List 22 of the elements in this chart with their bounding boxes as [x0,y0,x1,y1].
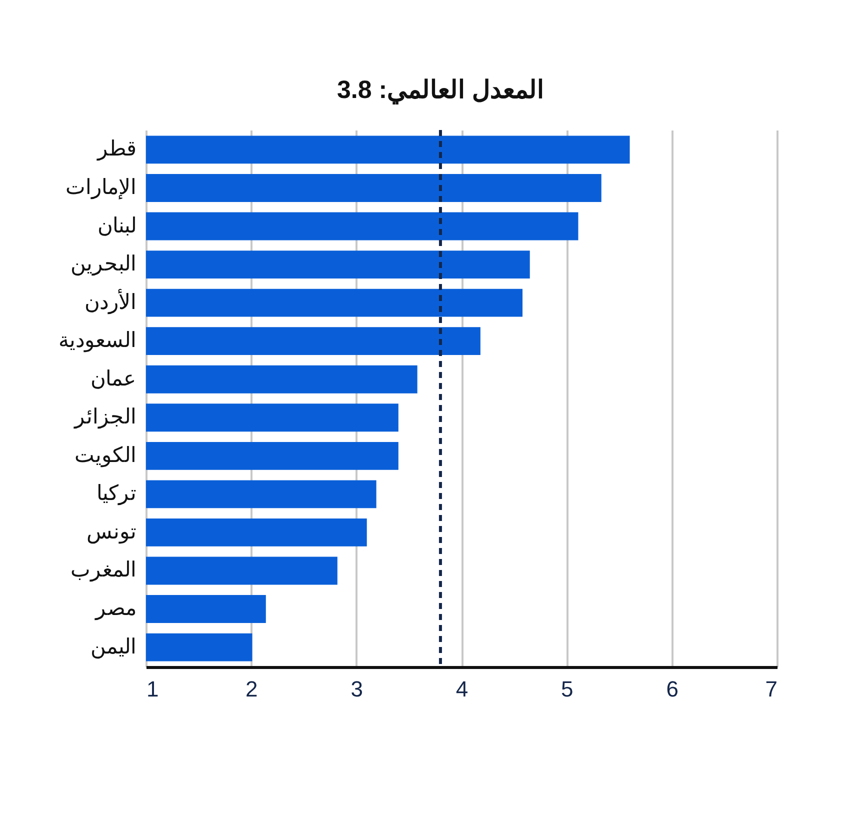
y-tick-label: السعودية [58,329,136,354]
y-tick-label: الجزائر [74,406,136,430]
x-tick-label: 3 [350,676,363,702]
y-tick-label: تركيا [96,482,136,506]
y-tick-label: مصر [94,597,136,622]
y-tick-label: تونس [86,520,136,544]
y-tick-label: الأردن [84,288,136,315]
x-tick-label: 4 [456,676,468,702]
y-tick-label: قطر [96,138,136,162]
y-tick-label: لبنان [98,214,136,238]
y-tick-label: اليمن [90,635,136,660]
y-tick-label: البحرين [70,252,136,277]
x-tick-label: 2 [246,676,258,702]
y-tick-label: عمان [90,367,136,390]
y-tick-label: الكويت [74,444,136,468]
ref-line-label: المعدل العالمي: 3.8 [336,76,544,105]
x-tick-label: 5 [561,676,574,702]
x-tick-label: 6 [666,676,678,702]
x-tick-label: 7 [765,676,778,702]
y-tick-label: الإمارات [66,176,136,200]
y-tick-label: المغرب [70,558,136,583]
x-tick-label: 1 [146,676,159,702]
